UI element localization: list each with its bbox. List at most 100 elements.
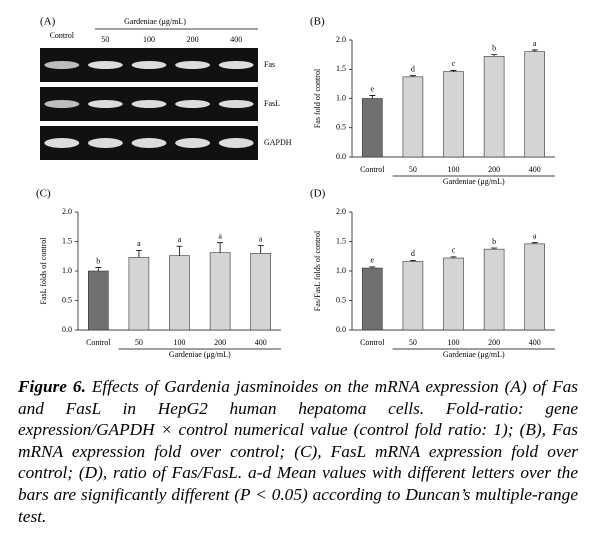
bar	[443, 257, 464, 331]
y-tick-label: 1.5	[336, 236, 346, 245]
significance-letter: c	[452, 246, 456, 255]
panel-label: (A)	[40, 16, 56, 28]
significance-letter: a	[178, 235, 182, 244]
error-bar	[135, 249, 142, 258]
bar	[483, 248, 505, 331]
y-tick-label: 0.0	[62, 325, 72, 334]
gel-band	[87, 100, 123, 108]
significance-letter: c	[452, 59, 456, 68]
y-tick-label: 1.0	[336, 93, 346, 102]
bar	[250, 253, 271, 331]
gel-band	[44, 61, 80, 69]
y-axis-label: Fas fold of control	[313, 68, 322, 128]
x-tick-label: 400	[529, 338, 541, 347]
caption-label: Figure 6.	[18, 377, 86, 396]
error-bar	[450, 70, 457, 72]
bar	[402, 76, 424, 158]
x-tick-label: 200	[488, 338, 500, 347]
y-tick-label: 1.5	[336, 64, 346, 73]
y-tick-label: 2.0	[336, 207, 346, 216]
y-tick-label: 0.5	[62, 295, 72, 304]
error-bar	[531, 242, 538, 244]
significance-letter: d	[411, 65, 415, 74]
x-tick-label: Control	[86, 338, 111, 347]
x-tick-label: Control	[360, 165, 385, 174]
y-tick-label: 1.0	[336, 266, 346, 275]
error-bar	[217, 242, 224, 253]
x-tick-label: 400	[529, 165, 541, 174]
panel-label: (B)	[310, 16, 325, 28]
caption-text: Effects of Gardenia jasminoides on the m…	[18, 377, 578, 526]
error-bar	[176, 245, 183, 256]
lane-label: 400	[230, 35, 242, 44]
significance-letter: e	[371, 256, 375, 265]
bar	[524, 51, 546, 158]
lane-label: 200	[187, 35, 199, 44]
y-tick-label: 0.0	[336, 325, 346, 334]
bar	[483, 56, 505, 158]
x-tick-label: 200	[214, 338, 226, 347]
x-axis-label: Gardeniae (μg/mL)	[169, 350, 231, 359]
caption: Figure 6. Effects of Gardenia jasminoide…	[18, 376, 578, 527]
panel-label: (C)	[36, 188, 51, 200]
error-bar	[531, 49, 538, 52]
gel-band	[44, 100, 80, 108]
bar	[402, 261, 424, 331]
gel-band	[175, 61, 211, 69]
significance-letter: b	[96, 256, 100, 265]
bar	[443, 71, 464, 158]
gel-band	[218, 138, 254, 148]
lane-label: Control	[50, 31, 75, 40]
gel-group-label: Gardeniae (μg/mL)	[124, 17, 186, 26]
error-bar	[409, 259, 416, 262]
gel-band	[218, 100, 254, 108]
bar	[209, 252, 231, 331]
gel-band	[87, 61, 123, 69]
x-tick-label: 400	[255, 338, 267, 347]
y-tick-label: 0.0	[336, 152, 346, 161]
gel-band	[131, 61, 167, 69]
significance-letter: a	[533, 39, 537, 48]
y-axis-label: Fas/FasL folds of control	[313, 230, 322, 311]
x-tick-label: 200	[488, 165, 500, 174]
bar	[361, 267, 383, 331]
significance-letter: a	[259, 234, 263, 243]
error-bar	[369, 95, 376, 99]
significance-letter: e	[371, 84, 375, 93]
significance-letter: a	[533, 232, 537, 241]
figure: (A) Gardeniae (μg/mL) Control 50 100 200 400…	[36, 16, 555, 359]
error-bar	[491, 54, 498, 57]
error-bar	[491, 247, 498, 250]
x-tick-label: 50	[409, 165, 417, 174]
x-tick-label: 100	[448, 165, 460, 174]
panel-label: (D)	[310, 188, 326, 200]
x-tick-label: 50	[135, 338, 143, 347]
x-tick-label: 50	[409, 338, 417, 347]
bar	[128, 257, 150, 331]
bar	[361, 98, 383, 158]
significance-letter: a	[137, 239, 141, 248]
lane-label: 50	[101, 35, 109, 44]
significance-letter: a	[218, 232, 222, 241]
significance-letter: d	[411, 249, 415, 258]
error-bar	[257, 245, 264, 254]
error-bar	[95, 267, 102, 271]
bar	[88, 270, 109, 331]
y-axis-label: FasL folds of control	[39, 237, 48, 305]
significance-letter: b	[492, 237, 496, 246]
gel-band	[87, 138, 123, 148]
error-bar	[450, 256, 457, 259]
x-axis-label: Gardeniae (μg/mL)	[443, 350, 505, 359]
row-label: FasL	[264, 99, 280, 108]
y-tick-label: 1.0	[62, 266, 72, 275]
x-axis-label: Gardeniae (μg/mL)	[443, 177, 505, 186]
y-tick-label: 1.5	[62, 236, 72, 245]
gel-band	[175, 138, 211, 148]
y-tick-label: 2.0	[62, 207, 72, 216]
y-tick-label: 0.5	[336, 123, 346, 132]
row-label: GAPDH	[264, 138, 292, 147]
bar	[524, 243, 546, 331]
gel-band	[131, 100, 167, 108]
y-tick-label: 0.5	[336, 295, 346, 304]
